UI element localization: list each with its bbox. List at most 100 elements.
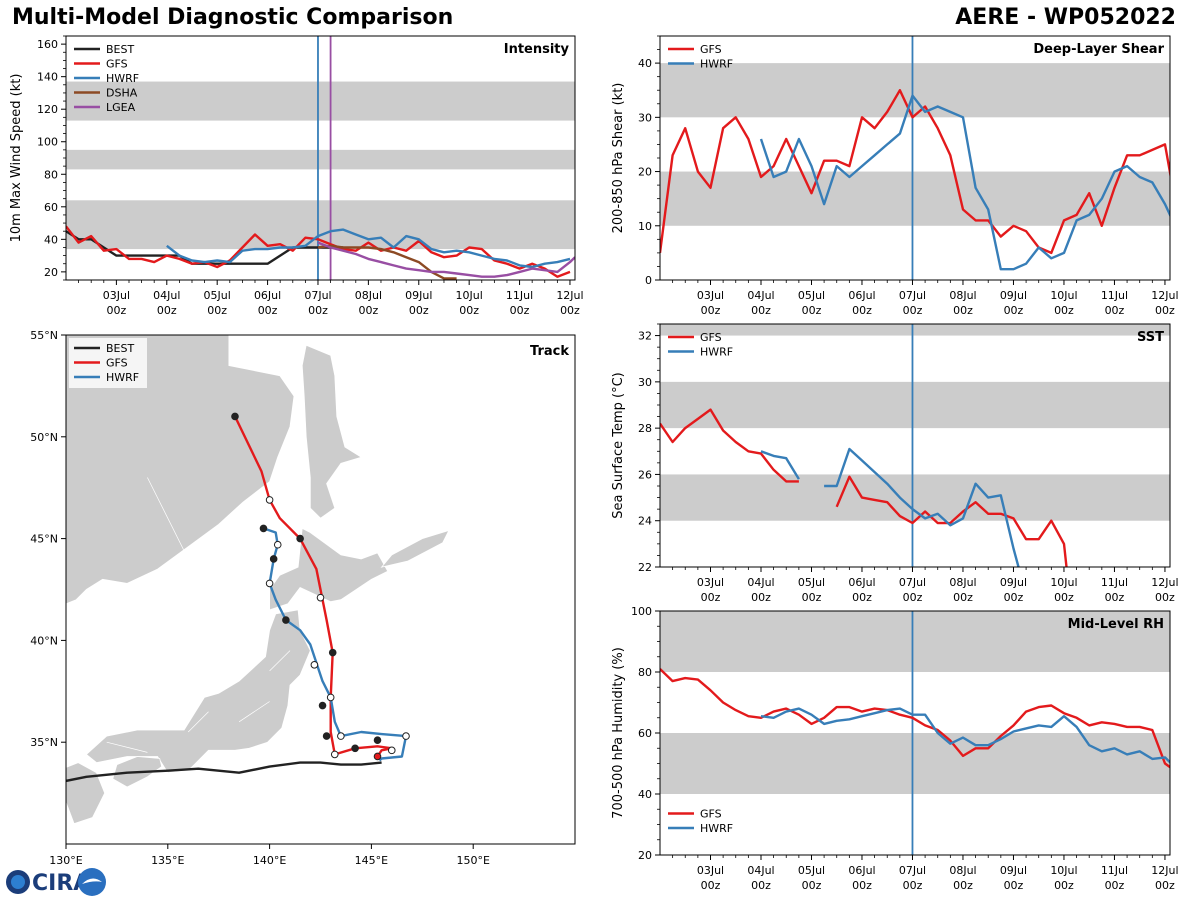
shear-xtick-label-0: 03Jul <box>697 289 724 302</box>
shear-xtick-label-1: 04Jul <box>747 289 774 302</box>
track-xtick-label-4: 150°E <box>456 854 489 867</box>
track-marker-hwrf <box>273 540 282 549</box>
rh-xtick-sub-4: 00z <box>903 879 923 892</box>
intensity-xtick-sub-6: 00z <box>409 304 429 317</box>
intensity-xtick-sub-1: 00z <box>157 304 177 317</box>
intensity-ytick-label-1: 40 <box>44 233 58 246</box>
intensity-xtick-sub-9: 00z <box>560 304 580 317</box>
shear-ytick-label-4: 40 <box>638 57 652 70</box>
shear-series-gfs <box>660 88 1170 255</box>
rh-plot-area <box>660 611 1170 855</box>
track-ytick-label-4: 55°N <box>30 329 58 342</box>
intensity-legend-label-lgea: LGEA <box>106 101 136 114</box>
intensity-xtick-sub-7: 00z <box>459 304 479 317</box>
intensity-xtick-sub-4: 00z <box>308 304 328 317</box>
track-marker-gfs <box>328 648 337 657</box>
shear-ytick-label-2: 20 <box>638 166 652 179</box>
shear-xtick-label-6: 09Jul <box>1000 289 1027 302</box>
storm-id: AERE - WP052022 <box>955 5 1176 30</box>
sst-xtick-sub-1: 00z <box>751 591 771 604</box>
intensity-ytick-label-6: 140 <box>37 71 58 84</box>
land-asia-mainland <box>66 335 295 605</box>
track-line-gfs <box>233 415 393 758</box>
intensity-xtick-label-2: 05Jul <box>204 289 231 302</box>
shear-panel: 0 10 20 30 40 03Jul 00z 04Jul 00z 05Jul 00z 06Jul 00… <box>611 35 1179 317</box>
rh-ylabel: 700-500 hPa Humidity (%) <box>611 647 626 819</box>
intensity-plot-area <box>66 36 575 280</box>
sst-ytick-label-0: 22 <box>638 561 652 574</box>
rh-xtick-label-8: 11Jul <box>1101 864 1128 877</box>
rh-xtick-label-6: 09Jul <box>1000 864 1027 877</box>
sst-ytick-label-1: 24 <box>638 515 652 528</box>
sst-xtick-label-2: 05Jul <box>798 576 825 589</box>
rh-xtick-label-2: 05Jul <box>798 864 825 877</box>
shear-xtick-label-2: 05Jul <box>798 289 825 302</box>
rh-xtick-sub-6: 00z <box>1004 879 1024 892</box>
shear-xtick-sub-8: 00z <box>1105 304 1125 317</box>
shear-xtick-sub-6: 00z <box>1004 304 1024 317</box>
track-marker-hwrf <box>310 661 319 669</box>
sst-ytick-label-5: 32 <box>638 330 652 343</box>
rh-xtick-label-4: 07Jul <box>899 864 926 877</box>
intensity-xtick-label-7: 10Jul <box>456 289 483 302</box>
track-legend-label-hwrf: HWRF <box>106 371 139 384</box>
sst-ylabel: Sea Surface Temp (°C) <box>611 372 626 519</box>
shear-xtick-label-4: 07Jul <box>899 289 926 302</box>
sst-series-gfs-seg0 <box>660 408 799 483</box>
sst-xtick-sub-6: 00z <box>1004 591 1024 604</box>
land-hokkaido-island <box>269 527 389 611</box>
sst-panel: 22 24 26 28 30 32 03Jul 00z 04Jul 00z 05Jul 00z 06Ju… <box>611 323 1179 604</box>
rh-ytick-label-1: 40 <box>638 788 652 801</box>
sst-plot-area <box>660 324 1170 567</box>
intensity-ytick-label-5: 120 <box>37 103 58 116</box>
shear-xtick-sub-7: 00z <box>1054 304 1074 317</box>
sst-series-gfs-seg1 <box>835 475 1068 567</box>
land-kyushu-island <box>66 762 106 825</box>
intensity-xtick-sub-5: 00z <box>358 304 378 317</box>
track-xtick-label-2: 140°E <box>253 854 286 867</box>
admin-border-4 <box>147 477 189 560</box>
shear-legend: GFS HWRF <box>668 43 733 71</box>
track-marker-hwrf <box>282 616 290 624</box>
sst-xtick-label-9: 12Jul <box>1151 576 1178 589</box>
shear-legend-label-hwrf: HWRF <box>700 58 733 71</box>
track-frame <box>65 334 576 845</box>
intensity-xtick-label-5: 08Jul <box>355 289 382 302</box>
rh-band-0 <box>660 733 1170 794</box>
land-korea-peninsula <box>66 603 67 606</box>
rh-ytick-label-0: 20 <box>638 849 652 862</box>
intensity-xtick-sub-8: 00z <box>510 304 530 317</box>
land-kurile-islands <box>380 529 450 568</box>
sst-xtick-sub-4: 00z <box>903 591 923 604</box>
rh-ytick-label-4: 100 <box>631 605 652 618</box>
shear-xtick-label-9: 12Jul <box>1151 289 1178 302</box>
cira-logo-swirl <box>82 878 102 884</box>
shear-xtick-label-8: 11Jul <box>1101 289 1128 302</box>
track-marker-hwrf <box>269 555 278 563</box>
cira-logo-globe-inner <box>11 875 25 889</box>
admin-border-2 <box>238 701 270 723</box>
sst-xtick-sub-8: 00z <box>1105 591 1125 604</box>
shear-ylabel: 200-850 hPa Shear (kt) <box>611 83 626 234</box>
rh-xtick-sub-8: 00z <box>1105 879 1125 892</box>
sst-band-2 <box>660 324 1170 336</box>
shear-band-1 <box>660 63 1170 118</box>
sst-xtick-label-4: 07Jul <box>899 576 926 589</box>
intensity-legend-label-gfs: GFS <box>106 58 128 71</box>
rh-xtick-sub-0: 00z <box>701 879 721 892</box>
rh-xtick-sub-9: 00z <box>1155 879 1175 892</box>
track-xtick-label-3: 145°E <box>355 854 388 867</box>
shear-ytick-label-3: 30 <box>638 111 652 124</box>
track-plot-area <box>66 335 450 825</box>
sst-xtick-sub-7: 00z <box>1054 591 1074 604</box>
track-marker-hwrf <box>402 732 410 740</box>
track-marker-hwrf <box>322 732 331 740</box>
intensity-xtick-label-8: 11Jul <box>506 289 533 302</box>
track-marker-gfs <box>316 593 325 602</box>
track-marker-gfs <box>387 746 396 755</box>
sst-band-0 <box>660 474 1170 521</box>
sst-ytick-label-4: 30 <box>638 376 652 389</box>
shear-xtick-label-7: 10Jul <box>1050 289 1077 302</box>
